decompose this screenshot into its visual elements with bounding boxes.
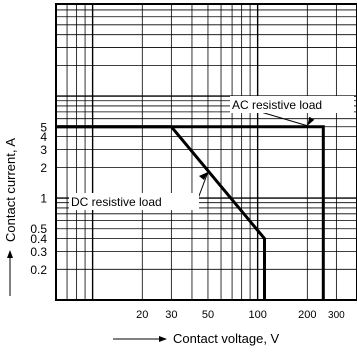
x-tick-label: 30 bbox=[165, 309, 177, 321]
x-tick-label: 20 bbox=[136, 309, 148, 321]
y-tick-label: 0.5 bbox=[30, 222, 47, 236]
x-tick-label: 50 bbox=[202, 309, 214, 321]
y-tick-label: 2 bbox=[40, 161, 47, 175]
ac-label-background bbox=[230, 96, 354, 113]
y-tick-label: 0.2 bbox=[30, 263, 47, 277]
grid-lines bbox=[56, 4, 357, 300]
y-tick-label: 1 bbox=[40, 192, 47, 206]
y-tick-label: 3 bbox=[40, 143, 47, 157]
x-tick-label: 200 bbox=[298, 309, 316, 321]
tick-labels: 20 30 50 100 200 300 543 2 1 0.50.40.3 0.2 bbox=[30, 120, 345, 321]
dc-leader-arrow bbox=[198, 172, 208, 181]
y-tick-label: 4 bbox=[40, 130, 47, 144]
x-axis-title: Contact voltage, V bbox=[173, 331, 280, 346]
x-tick-label: 300 bbox=[328, 310, 345, 321]
y-axis-title: Contact current, A bbox=[3, 138, 18, 242]
series-line-ac bbox=[56, 125, 325, 300]
dc-annotation-label: DC resistive load bbox=[71, 195, 162, 209]
plot-frame bbox=[55, 3, 357, 301]
y-tick-label: 5 bbox=[40, 120, 47, 134]
series-layer bbox=[56, 125, 325, 300]
series-line-dc bbox=[56, 125, 266, 300]
x-tick-label: 100 bbox=[248, 309, 266, 321]
x-axis-title-group: Contact voltage, V bbox=[113, 331, 280, 346]
dc-label-background bbox=[69, 193, 199, 210]
y-tick-label: 0.4 bbox=[30, 232, 47, 246]
y-axis-arrow-head bbox=[7, 250, 13, 258]
annotations: AC resistive load DC resistive load bbox=[69, 96, 354, 210]
y-axis-title-group: Contact current, A bbox=[3, 138, 18, 296]
ac-leader-arrow bbox=[307, 116, 315, 126]
x-axis-arrow-head bbox=[159, 336, 167, 342]
ac-annotation-label: AC resistive load bbox=[232, 98, 322, 112]
y-tick-label: 0.3 bbox=[30, 245, 47, 259]
